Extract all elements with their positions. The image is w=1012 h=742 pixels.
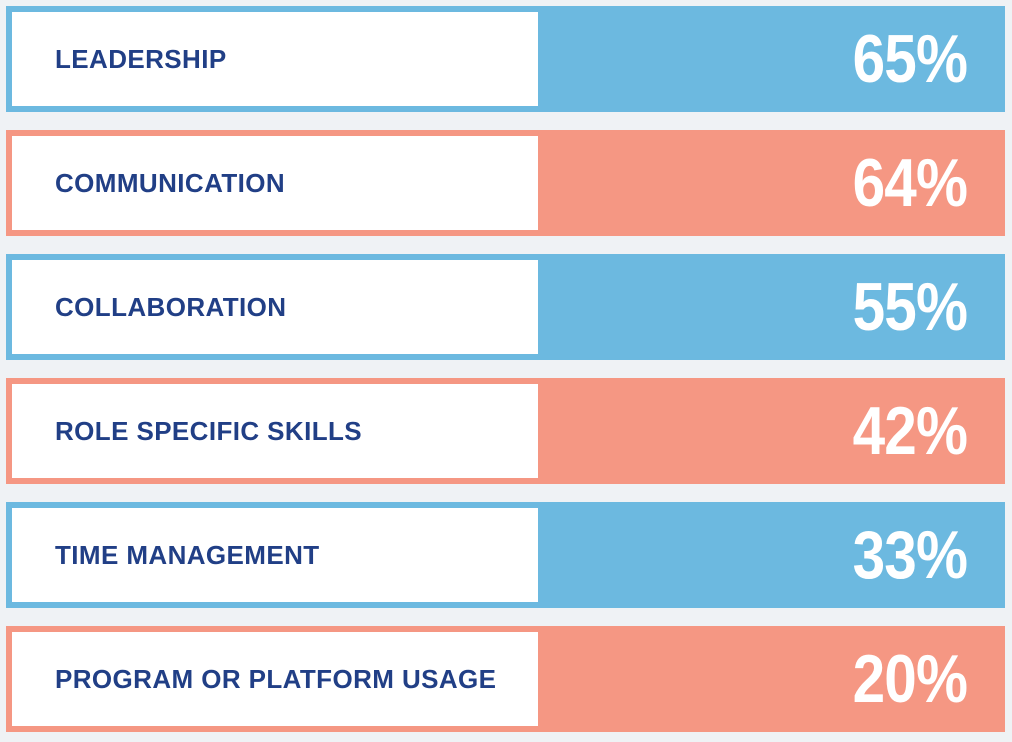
value-label: 65% <box>852 21 968 97</box>
value-label: 42% <box>852 393 968 469</box>
bar-row: COLLABORATION 55% <box>6 254 1005 360</box>
bar-row: ROLE SPECIFIC SKILLS 42% <box>6 378 1005 484</box>
category-label-box: PROGRAM OR PLATFORM USAGE <box>12 632 538 726</box>
bar-row: LEADERSHIP 65% <box>6 6 1005 112</box>
bar-row: TIME MANAGEMENT 33% <box>6 502 1005 608</box>
category-label-box: ROLE SPECIFIC SKILLS <box>12 384 538 478</box>
value-label: 55% <box>852 269 968 345</box>
category-label: PROGRAM OR PLATFORM USAGE <box>55 663 497 694</box>
category-label-box: LEADERSHIP <box>12 12 538 106</box>
category-label: TIME MANAGEMENT <box>55 539 320 570</box>
value-label: 64% <box>852 145 968 221</box>
category-label-box: COLLABORATION <box>12 260 538 354</box>
category-label-box: COMMUNICATION <box>12 136 538 230</box>
category-label: ROLE SPECIFIC SKILLS <box>55 415 363 446</box>
category-label-box: TIME MANAGEMENT <box>12 508 538 602</box>
category-label: COLLABORATION <box>55 291 287 322</box>
bar-row: PROGRAM OR PLATFORM USAGE 20% <box>6 626 1005 732</box>
bar-row: COMMUNICATION 64% <box>6 130 1005 236</box>
category-label: LEADERSHIP <box>55 43 227 74</box>
category-label: COMMUNICATION <box>55 167 286 198</box>
value-label: 20% <box>852 641 968 717</box>
value-label: 33% <box>852 517 968 593</box>
